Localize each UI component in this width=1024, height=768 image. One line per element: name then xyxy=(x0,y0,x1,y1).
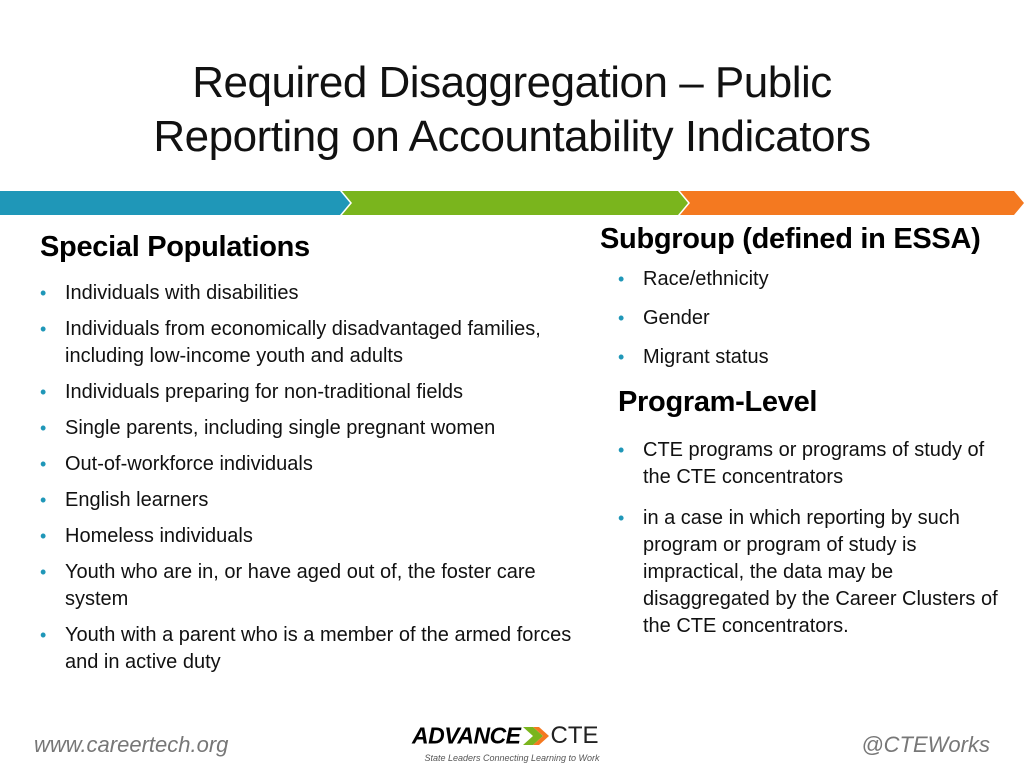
ribbon-green-segment xyxy=(342,191,688,215)
list-item: • in a case in which reporting by such pr… xyxy=(618,507,998,637)
bullet-icon: • xyxy=(40,418,47,438)
list-item: • Individuals with disabilities xyxy=(40,280,580,307)
bullet-icon: • xyxy=(40,562,47,582)
bullet-icon: • xyxy=(40,625,47,645)
bullet-icon: • xyxy=(618,308,625,328)
list-item: • Out-of-workforce individuals xyxy=(40,451,580,478)
list-item: • Individuals from economically disadvant… xyxy=(40,318,541,367)
subgroup-heading: Subgroup (defined in ESSA) xyxy=(600,223,981,255)
list-item: • Migrant status xyxy=(618,344,1000,371)
ribbon-teal-segment xyxy=(0,191,350,215)
advance-cte-logo: ADVANCE CTE State Leaders Connecting Lear… xyxy=(412,722,612,766)
program-level-heading: Program-Level xyxy=(618,386,818,418)
special-populations-section: Special Populations • Individuals with di… xyxy=(40,230,580,685)
decorative-ribbon xyxy=(0,191,1024,215)
bullet-icon: • xyxy=(618,508,625,528)
bullet-icon: • xyxy=(40,454,47,474)
slide-title: Required Disaggregation – Public Reporti… xyxy=(0,56,1024,164)
list-item: • Individuals preparing for non-tradition… xyxy=(40,379,580,406)
bullet-icon: • xyxy=(618,269,625,289)
bullet-icon: • xyxy=(40,490,47,510)
list-item: • Single parents, including single pregna… xyxy=(40,415,580,442)
bullet-icon: • xyxy=(40,526,47,546)
logo-word: ADVANCE xyxy=(412,722,521,749)
footer-website[interactable]: www.careertech.org xyxy=(34,732,229,757)
footer-social-handle[interactable]: @CTEWorks xyxy=(861,732,990,757)
special-populations-heading: Special Populations xyxy=(40,231,310,263)
bullet-icon: • xyxy=(40,283,47,303)
bullet-icon: • xyxy=(40,319,47,339)
list-item: • Gender xyxy=(618,305,1000,332)
logo-suffix: CTE xyxy=(550,722,599,749)
chevron-right-icon xyxy=(522,727,549,745)
slide-title-line-2: Reporting on Accountability Indicators xyxy=(153,112,871,161)
right-column: Subgroup (defined in ESSA) • Race/ethnici… xyxy=(600,222,1000,654)
list-item: • Youth who are in, or have aged out of, … xyxy=(40,561,536,610)
slide-title-line-1: Required Disaggregation – Public xyxy=(192,58,832,107)
program-level-list: • CTE programs or programs of study of th… xyxy=(600,437,1000,640)
list-item: • CTE programs or programs of study of th… xyxy=(618,439,985,488)
bullet-icon: • xyxy=(40,382,47,402)
list-item: • Homeless individuals xyxy=(40,523,580,550)
list-item: • Youth with a parent who is a member of … xyxy=(40,624,572,673)
list-item: • English learners xyxy=(40,487,580,514)
subgroup-list: • Race/ethnicity • Gender • Migrant status xyxy=(600,266,1000,371)
bullet-icon: • xyxy=(618,347,625,367)
ribbon-orange-segment xyxy=(680,191,1024,215)
special-populations-list: • Individuals with disabilities • Individu… xyxy=(40,280,580,676)
list-item: • Race/ethnicity xyxy=(618,266,1000,293)
logo-tagline: State Leaders Connecting Learning to Wor… xyxy=(424,753,600,763)
bullet-icon: • xyxy=(618,440,625,460)
